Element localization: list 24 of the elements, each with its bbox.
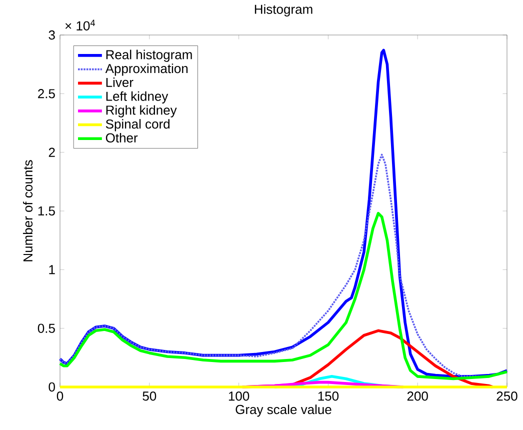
x-tick-label: 0 xyxy=(56,392,64,401)
y-tick-label: 3 xyxy=(48,30,55,40)
legend-label: Liver xyxy=(106,77,134,88)
legend-label: Right kidney xyxy=(106,105,177,118)
y-tick-label: 2 xyxy=(48,148,55,157)
x-tick-label: 100 xyxy=(228,392,250,401)
x-tick-label: 50 xyxy=(142,392,156,401)
legend-label: Spinal cord xyxy=(106,119,170,132)
legend-label: Left kidney xyxy=(106,91,168,104)
x-tick-label: 200 xyxy=(407,392,428,401)
legend-label: Approximation xyxy=(105,64,188,76)
x-tick-label: 150 xyxy=(318,392,339,401)
x-tick-label: 250 xyxy=(496,392,518,401)
y-tick-label: 0 xyxy=(48,382,55,392)
chart-title: Histogram xyxy=(254,4,312,16)
x-axis-title: Gray scale value xyxy=(236,404,332,417)
y-tick-label: 1 xyxy=(49,265,55,274)
y-tick-label: 2.5 xyxy=(38,89,55,98)
legend-label: Real histogram xyxy=(106,50,192,62)
y-tick-label: 0.5 xyxy=(38,324,55,333)
legend-label: Other xyxy=(106,132,138,143)
y-tick-label: 1.5 xyxy=(38,206,55,216)
y-axis-title: Number of counts xyxy=(22,160,33,262)
text: × 10$^{4}$ xyxy=(65,20,95,30)
